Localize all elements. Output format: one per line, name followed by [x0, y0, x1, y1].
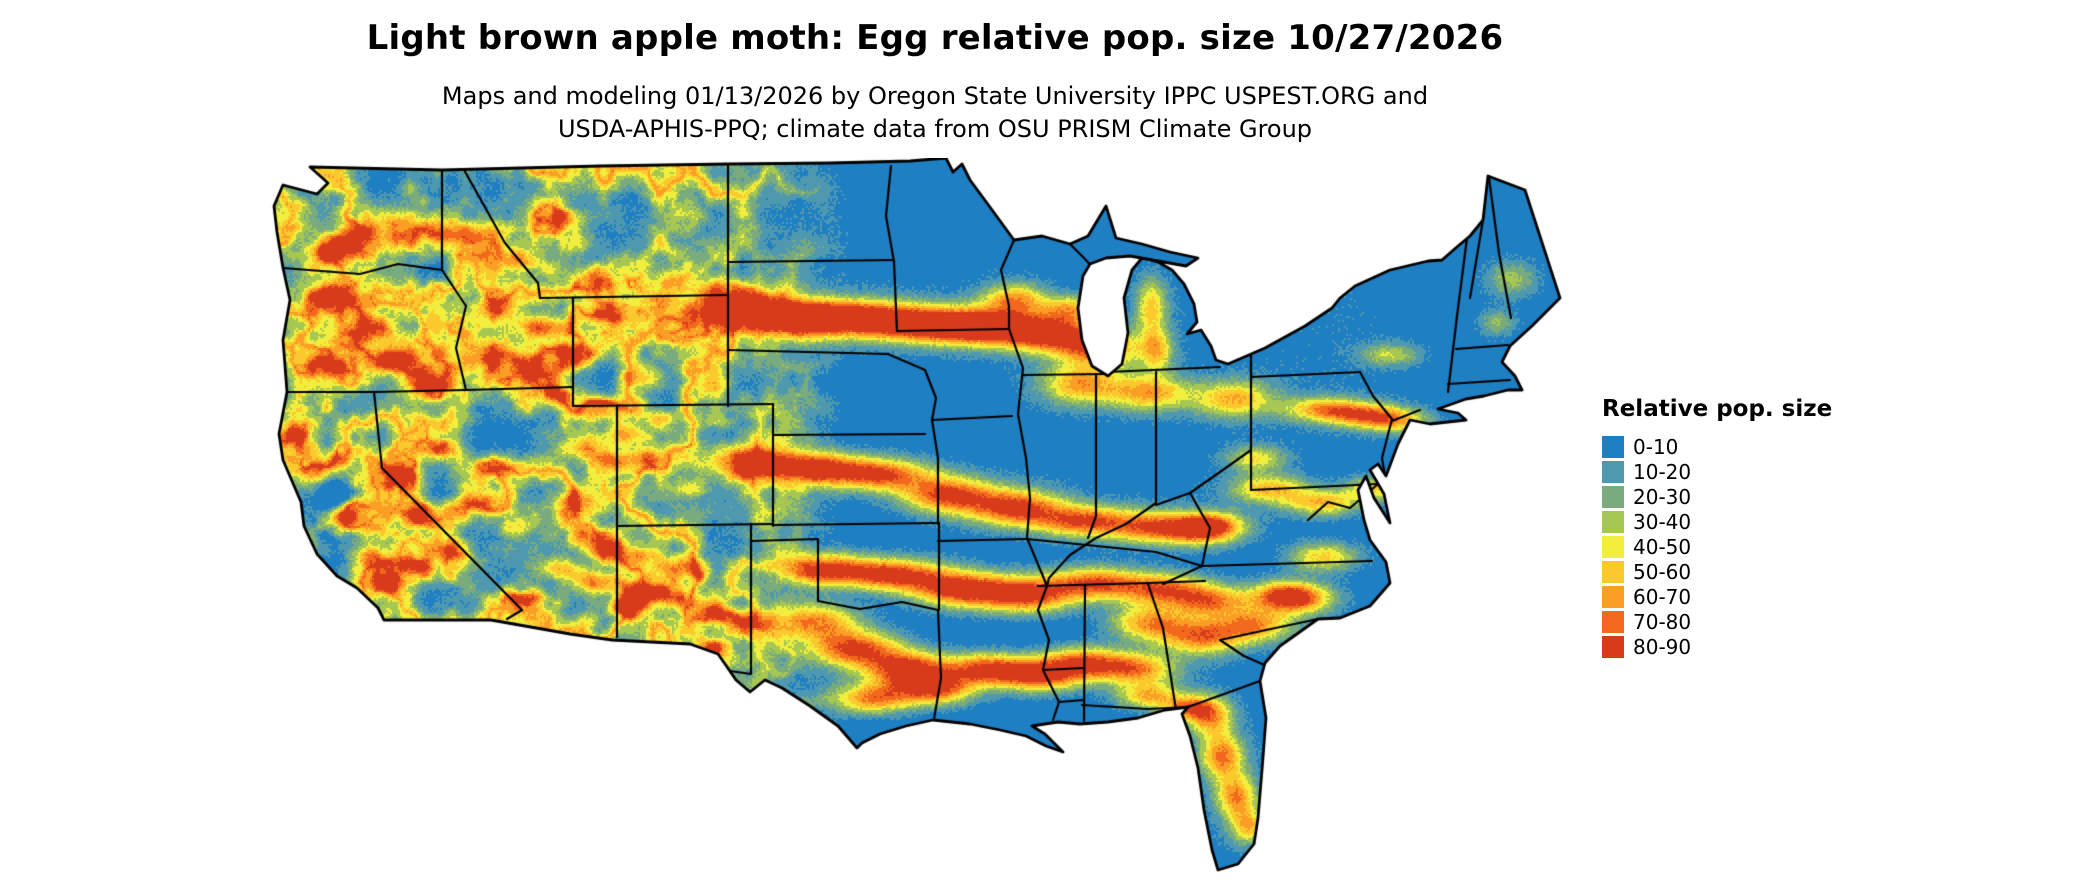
- legend-swatch: [1602, 435, 1624, 458]
- legend-label: 40-50: [1633, 534, 1692, 559]
- legend-title: Relative pop. size: [1602, 396, 1833, 422]
- legend-swatch: [1602, 560, 1624, 583]
- legend: Relative pop. size 0-10 10-20 20-30 30-40 40…: [1602, 396, 1832, 659]
- legend-swatch: [1602, 485, 1624, 508]
- legend-row: 70-80: [1602, 609, 1832, 634]
- legend-row: 80-90: [1602, 634, 1832, 659]
- legend-row: 30-40: [1602, 509, 1832, 534]
- legend-swatch: [1602, 635, 1624, 658]
- legend-row: 20-30: [1602, 484, 1832, 509]
- legend-row: 0-10: [1602, 434, 1832, 459]
- legend-swatch: [1602, 585, 1624, 608]
- legend-swatch: [1602, 460, 1624, 483]
- legend-label: 80-90: [1633, 634, 1692, 659]
- us-map-container: [270, 158, 1572, 886]
- legend-label: 0-10: [1633, 434, 1679, 459]
- legend-label: 30-40: [1633, 509, 1692, 534]
- legend-swatch: [1602, 610, 1624, 633]
- us-population-map: [270, 158, 1572, 886]
- map-header: Light brown apple moth: Egg relative pop…: [0, 18, 1870, 146]
- legend-row: 10-20: [1602, 459, 1832, 484]
- legend-label: 20-30: [1633, 484, 1692, 509]
- legend-label: 50-60: [1633, 559, 1692, 584]
- legend-label: 60-70: [1633, 584, 1692, 609]
- map-title: Light brown apple moth: Egg relative pop…: [366, 18, 1504, 58]
- subtitle-line-1: Maps and modeling 01/13/2026 by Oregon S…: [441, 82, 1429, 110]
- legend-row: 40-50: [1602, 534, 1832, 559]
- legend-rows: 0-10 10-20 20-30 30-40 40-50 50-60 60-70 70-80 8…: [1602, 434, 1832, 659]
- legend-row: 60-70: [1602, 584, 1832, 609]
- map-subtitle: Maps and modeling 01/13/2026 by Oregon S…: [0, 80, 1870, 146]
- subtitle-line-2: USDA-APHIS-PPQ; climate data from OSU PR…: [557, 115, 1313, 143]
- legend-swatch: [1602, 510, 1624, 533]
- legend-row: 50-60: [1602, 559, 1832, 584]
- legend-label: 70-80: [1633, 609, 1692, 634]
- legend-label: 10-20: [1633, 459, 1692, 484]
- legend-swatch: [1602, 535, 1624, 558]
